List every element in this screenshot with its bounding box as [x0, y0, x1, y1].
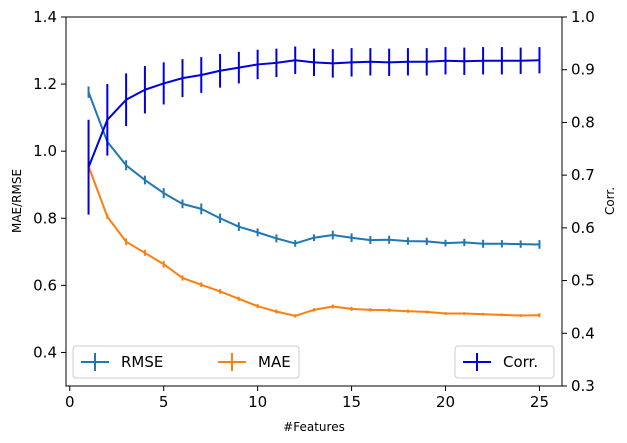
y-right-tick-label: 0.8 — [571, 113, 595, 131]
y-right-tick-label: 0.3 — [571, 377, 595, 395]
plot-frame — [65, 16, 563, 387]
y-axis-right-title: Corr. — [603, 187, 617, 215]
y-axis-left-title: MAE/RMSE — [10, 169, 24, 233]
y-left-tick-label: 1.2 — [33, 75, 57, 93]
x-axis-title: #Features — [283, 420, 345, 434]
series-layer — [87, 46, 541, 318]
legend-box-right — [454, 345, 555, 379]
legend-label: RMSE — [121, 353, 163, 371]
x-tick-label: 10 — [248, 393, 267, 411]
y-right-tick-label: 0.7 — [571, 166, 595, 184]
y-right-tick-label: 0.4 — [571, 324, 595, 342]
y-right-tick-label: 0.6 — [571, 219, 595, 237]
legend-entry-mae: MAE — [218, 353, 291, 371]
y-left-tick-label: 1.0 — [33, 142, 57, 160]
x-tick-label: 25 — [530, 393, 549, 411]
legend-label: MAE — [258, 353, 291, 371]
y-left-tick-label: 0.6 — [33, 276, 57, 294]
x-tick-label: 15 — [342, 393, 361, 411]
legend-box-left — [72, 345, 300, 379]
x-tick-label: 5 — [159, 393, 169, 411]
y-left-tick-label: 0.8 — [33, 209, 57, 227]
series-corr — [87, 46, 541, 215]
y-left-tick-label: 1.4 — [33, 8, 57, 26]
y-right-tick-label: 0.9 — [571, 61, 595, 79]
x-tick-label: 0 — [65, 393, 75, 411]
legend-layer: RMSE MAE Corr. — [72, 345, 555, 379]
x-tick-label: 20 — [436, 393, 455, 411]
legend-entry-rmse: RMSE — [81, 353, 163, 371]
y-left-tick-label: 0.4 — [33, 343, 57, 361]
y-right-tick-label: 0.5 — [571, 272, 595, 290]
legend-label: Corr. — [503, 353, 538, 371]
y-right-tick-label: 1.0 — [571, 8, 595, 26]
axes-layer: 0 5 10 15 20 25 0.4 0.6 0.8 1.0 1.2 1.4 0.3 0.4 0.5 0.6… — [33, 8, 595, 411]
legend-entry-corr: Corr. — [463, 353, 538, 371]
